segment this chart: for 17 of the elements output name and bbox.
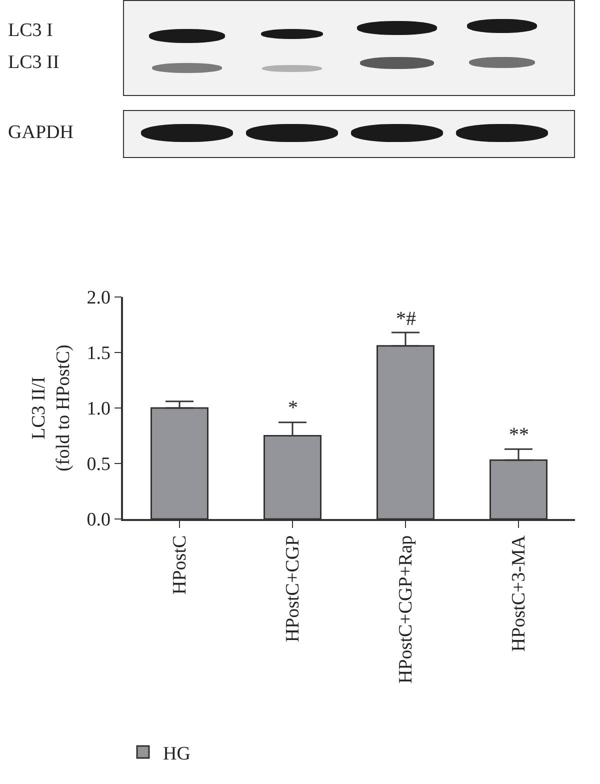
- y-tick-label: 2.0: [86, 288, 110, 309]
- text: LC3 I: [8, 20, 54, 42]
- annotation: **: [509, 424, 529, 446]
- x-tick-label: HPostC+3-MA: [508, 535, 530, 652]
- x-tick-label: HPostC+CGP+Rap: [396, 535, 417, 684]
- y-tick-label: 0.5: [86, 454, 110, 476]
- legend-label: HG: [163, 743, 191, 764]
- y-tick-label: 1.0: [86, 398, 110, 420]
- annotation: *#: [396, 308, 416, 330]
- y-tick-label: 0.0: [86, 510, 110, 531]
- y-axis-title: LC3 II/I (fold to HPostC): [28, 344, 74, 472]
- text: GAPDH: [8, 122, 74, 144]
- text: LC3 II: [8, 52, 60, 74]
- x-tick-label: HPostC: [170, 535, 191, 594]
- annotation: *: [288, 397, 298, 419]
- x-tick-label: HPostC+CGP: [282, 535, 304, 642]
- y-tick-label: 1.5: [86, 343, 110, 364]
